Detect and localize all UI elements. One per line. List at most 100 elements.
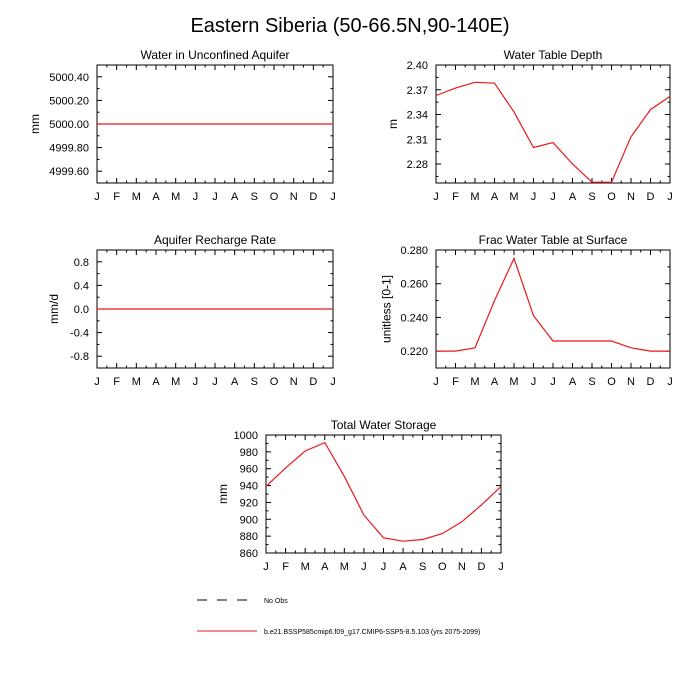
x-tick-label: M <box>470 376 479 388</box>
y-tick-label: 940 <box>240 481 258 493</box>
y-tick-label: 0.280 <box>400 245 428 257</box>
x-tick-label: O <box>607 191 616 203</box>
y-axis-label: mm <box>216 484 230 504</box>
y-tick-label: 860 <box>240 548 258 560</box>
y-tick-label: 5000.20 <box>49 95 89 107</box>
x-tick-label: F <box>113 376 120 388</box>
series-line <box>265 441 502 542</box>
x-tick-label: A <box>491 191 499 203</box>
x-tick-label: F <box>452 191 459 203</box>
x-tick-label: M <box>132 376 141 388</box>
panel-title: Water Table Depth <box>504 48 603 62</box>
x-tick-label: A <box>152 191 160 203</box>
x-tick-label: D <box>309 191 317 203</box>
y-axis-label: m <box>386 119 400 129</box>
x-tick-label: J <box>330 191 336 203</box>
x-tick-label: J <box>667 191 673 203</box>
x-tick-label: A <box>569 191 577 203</box>
x-tick-label: J <box>94 191 100 203</box>
y-tick-label: 980 <box>240 447 258 459</box>
y-axis-label: unitless [0-1] <box>380 275 394 343</box>
x-tick-label: D <box>477 561 485 573</box>
x-tick-label: J <box>550 191 556 203</box>
x-tick-label: N <box>290 191 298 203</box>
x-tick-label: O <box>438 561 447 573</box>
x-tick-label: J <box>531 376 537 388</box>
x-tick-label: M <box>470 191 479 203</box>
x-tick-label: D <box>647 191 655 203</box>
x-tick-label: F <box>452 376 459 388</box>
plot-frame <box>435 64 671 184</box>
x-tick-label: A <box>491 376 499 388</box>
panel-title: Frac Water Table at Surface <box>479 233 628 247</box>
x-tick-label: N <box>290 376 298 388</box>
y-tick-label: 5000.40 <box>49 72 89 84</box>
series-line <box>436 256 670 352</box>
plot-frame <box>265 434 502 554</box>
y-tick-label: 0.8 <box>74 257 89 269</box>
x-tick-label: J <box>433 191 439 203</box>
x-tick-label: J <box>212 191 218 203</box>
y-tick-label: 4999.80 <box>49 143 89 155</box>
y-tick-label: 0.220 <box>400 346 428 358</box>
y-tick-label: 900 <box>240 514 258 526</box>
x-tick-label: A <box>231 191 239 203</box>
y-axis-label: mm <box>28 114 42 134</box>
x-tick-label: A <box>321 561 329 573</box>
x-tick-label: J <box>193 191 199 203</box>
panel-title: Aquifer Recharge Rate <box>154 233 276 247</box>
x-tick-label: J <box>550 376 556 388</box>
x-tick-label: O <box>607 376 616 388</box>
y-tick-label: 920 <box>240 497 258 509</box>
x-tick-label: J <box>361 561 367 573</box>
x-tick-label: D <box>647 376 655 388</box>
y-tick-label: -0.4 <box>70 328 89 340</box>
x-tick-label: D <box>309 376 317 388</box>
x-tick-label: M <box>340 561 349 573</box>
x-tick-label: J <box>433 376 439 388</box>
x-tick-label: J <box>531 191 537 203</box>
y-tick-label: 0.0 <box>74 304 89 316</box>
x-tick-label: F <box>113 191 120 203</box>
legend-obs-label: No Obs <box>264 598 288 605</box>
y-tick-label: 0.4 <box>74 280 89 292</box>
x-tick-label: M <box>171 191 180 203</box>
series-line <box>435 81 671 183</box>
x-tick-label: J <box>667 376 673 388</box>
x-tick-label: N <box>458 561 466 573</box>
x-tick-label: A <box>569 376 577 388</box>
legend-model-label: b.e21.BSSP585cmip6.f09_g17.CMIP6-SSP5-8.… <box>264 629 480 636</box>
y-tick-label: 2.31 <box>407 134 428 146</box>
x-tick-label: J <box>212 376 218 388</box>
y-axis-label: mm/d <box>47 294 61 324</box>
x-tick-label: O <box>270 191 279 203</box>
panel-title: Total Water Storage <box>331 418 437 432</box>
x-tick-label: A <box>152 376 160 388</box>
x-tick-label: J <box>94 376 100 388</box>
x-tick-label: N <box>627 191 635 203</box>
x-tick-label: J <box>330 376 336 388</box>
x-tick-label: J <box>193 376 199 388</box>
x-tick-label: M <box>132 191 141 203</box>
y-tick-label: 2.40 <box>407 60 428 72</box>
y-tick-label: 5000.00 <box>49 119 89 131</box>
figure-title: Eastern Siberia (50-66.5N,90-140E) <box>190 15 509 37</box>
x-tick-label: F <box>282 561 289 573</box>
x-tick-label: J <box>498 561 504 573</box>
y-tick-label: 0.240 <box>400 312 428 324</box>
y-tick-label: 4999.60 <box>49 166 89 178</box>
x-tick-label: M <box>509 191 518 203</box>
x-tick-label: N <box>627 376 635 388</box>
x-tick-label: S <box>588 376 595 388</box>
panel-title: Water in Unconfined Aquifer <box>141 48 290 62</box>
x-tick-label: S <box>251 191 258 203</box>
y-tick-label: 2.34 <box>407 110 428 122</box>
x-tick-label: S <box>419 561 426 573</box>
legend: No Obs b.e21.BSSP585cmip6.f09_g17.CMIP6-… <box>197 598 480 636</box>
x-tick-label: S <box>588 191 595 203</box>
